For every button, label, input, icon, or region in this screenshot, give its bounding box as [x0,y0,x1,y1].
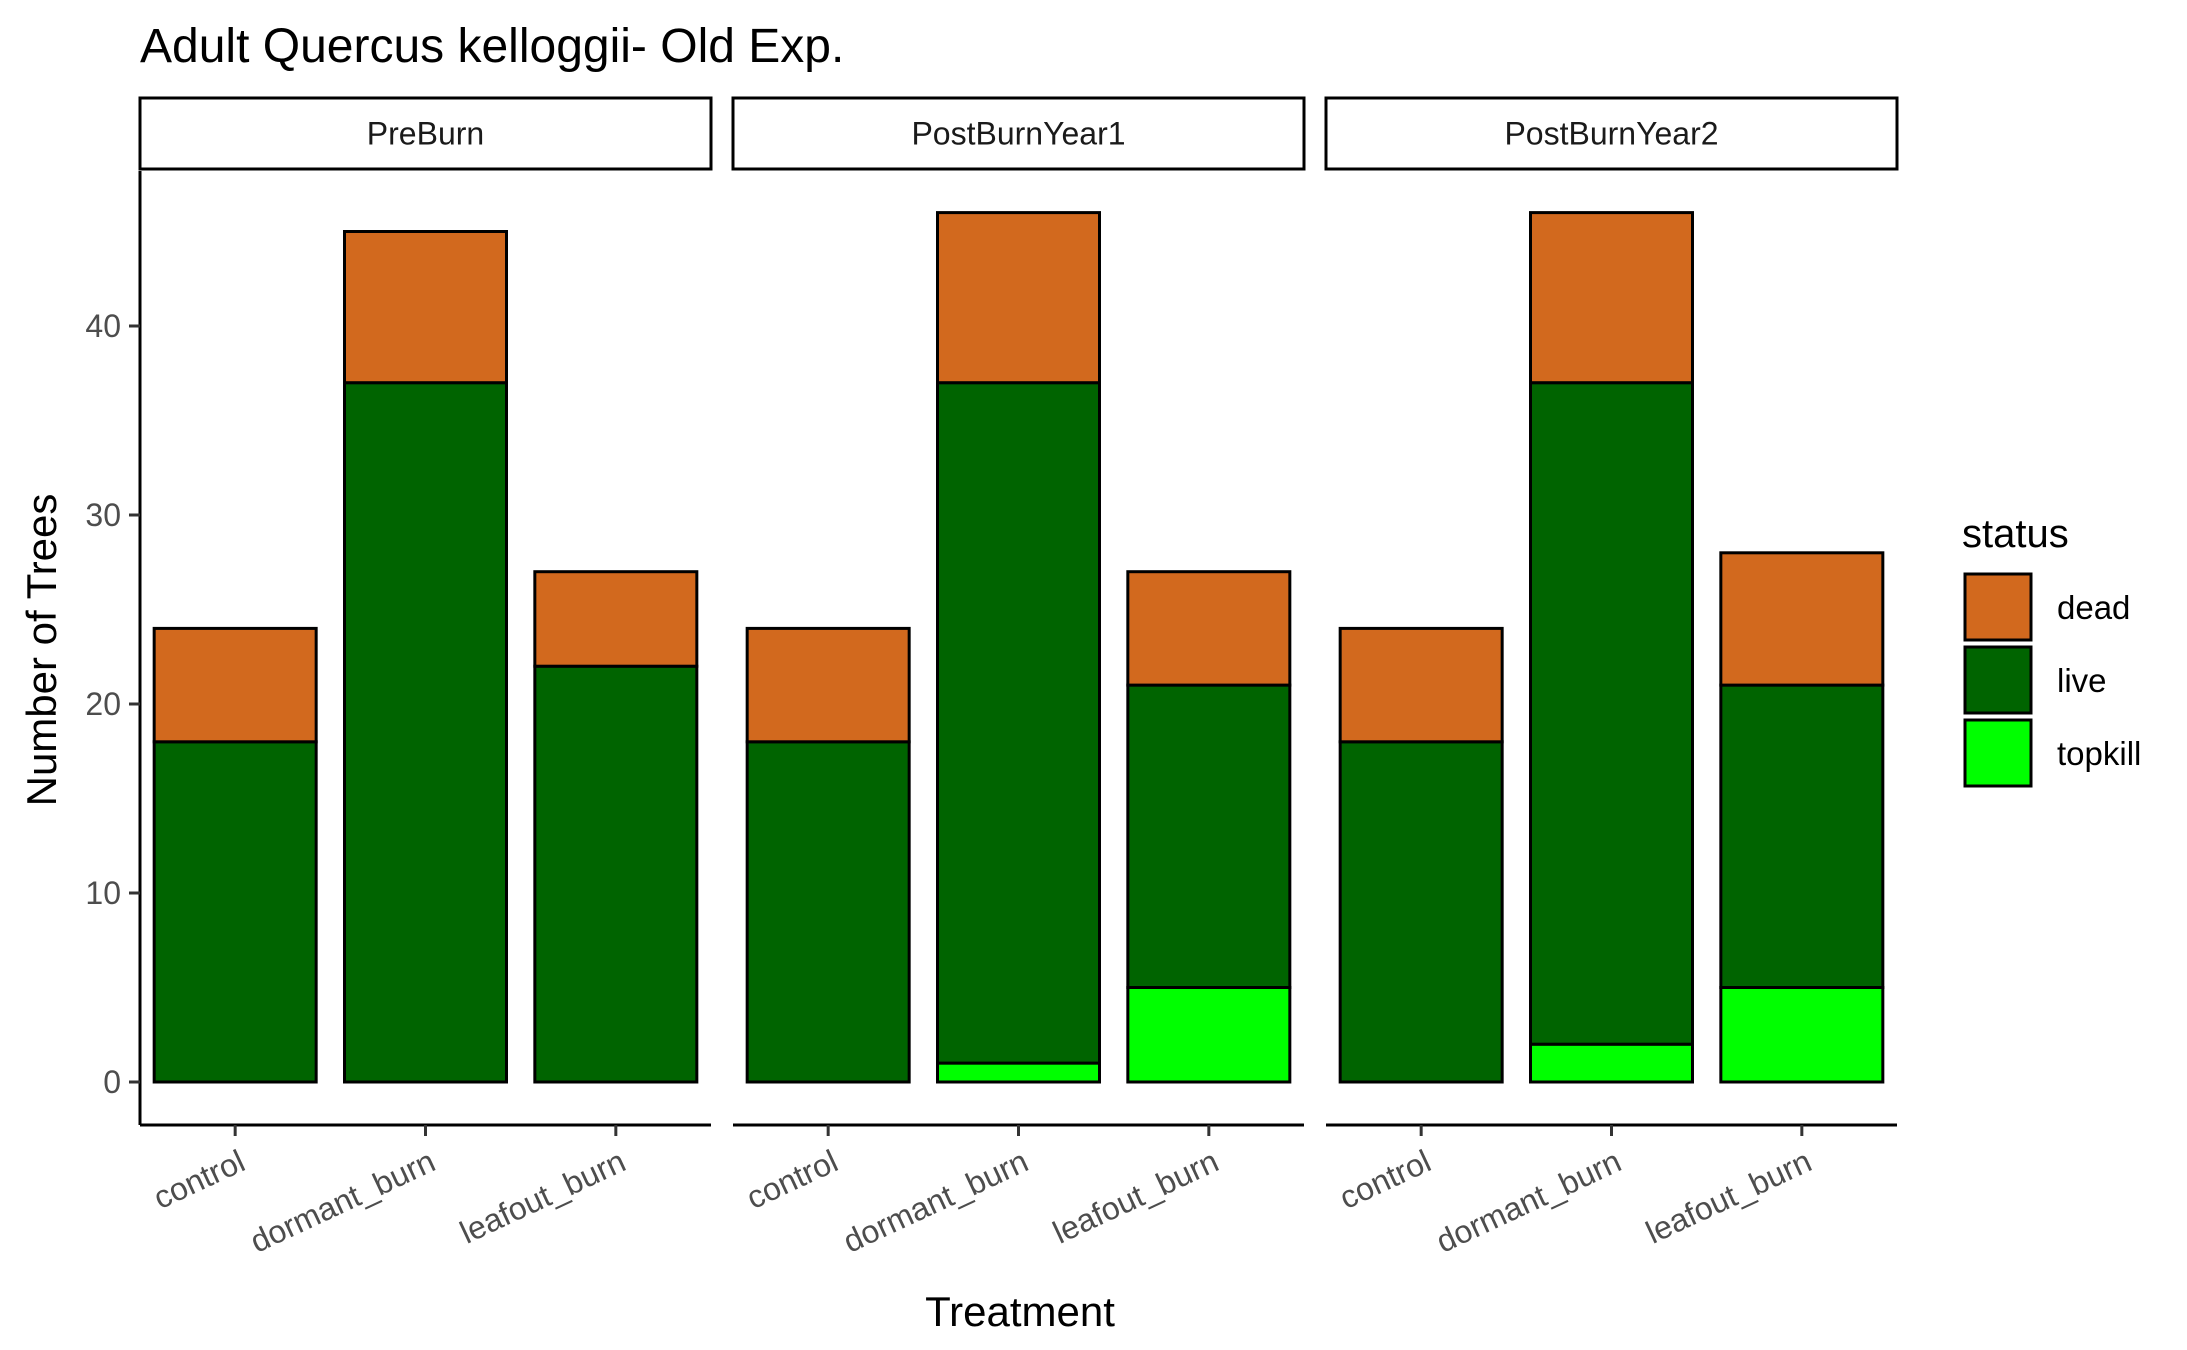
bar-segment-live [343,381,508,1084]
facet-strip [138,96,713,171]
bar-segment-topkill [1126,986,1292,1084]
legend-title: status [1962,512,2069,556]
bar-segment-dead [1529,211,1694,385]
y-tick-label: 20 [85,686,121,722]
legend: status dead live topkill [1962,512,2141,788]
bar-segment-live [1719,683,1885,989]
bar-segment-dead [1719,551,1885,687]
bar-segment-topkill [936,1061,1101,1084]
legend-key-topkill [1963,718,2033,788]
y-axis: 0 10 20 30 40 [85,171,142,1125]
bar-segment-dead [533,570,699,668]
y-tick-label: 30 [85,497,121,533]
legend-label-topkill: topkill [2057,735,2141,772]
legend-key-live [1963,645,2033,715]
bar-segment-topkill [1529,1042,1694,1084]
legend-label-dead: dead [2057,589,2130,626]
bar-segment-dead [152,626,318,744]
facet-strip-label: PostBurnYear1 [911,116,1125,152]
bar-segment-dead [343,230,508,385]
legend-key-dead [1963,572,2033,642]
bar-segment-dead [745,626,911,744]
bar-segment-topkill [1719,986,1885,1084]
bar-segment-live [1338,740,1504,1084]
bar-segment-dead [936,211,1101,385]
bar-segment-live [533,664,699,1084]
y-tick-label: 0 [103,1064,121,1100]
y-tick-label: 40 [85,308,121,344]
x-axis-title: Treatment [925,1288,1115,1335]
bar-segment-live [936,381,1101,1065]
bar-segment-dead [1126,570,1292,687]
y-tick-label: 10 [85,875,121,911]
bar-segment-live [745,740,911,1084]
bar-segment-dead [1338,626,1504,744]
facet-strip [1324,96,1899,171]
facet-strip-label: PostBurnYear2 [1504,116,1718,152]
chart-title: Adult Quercus kelloggii- Old Exp. [140,20,844,73]
legend-label-live: live [2057,662,2107,699]
bar-segment-live [152,740,318,1084]
y-axis-title: Number of Trees [18,494,65,807]
facet-strip [731,96,1306,171]
bar-segment-live [1529,381,1694,1046]
bar-segment-live [1126,683,1292,989]
facet-strip-label: PreBurn [367,116,484,152]
